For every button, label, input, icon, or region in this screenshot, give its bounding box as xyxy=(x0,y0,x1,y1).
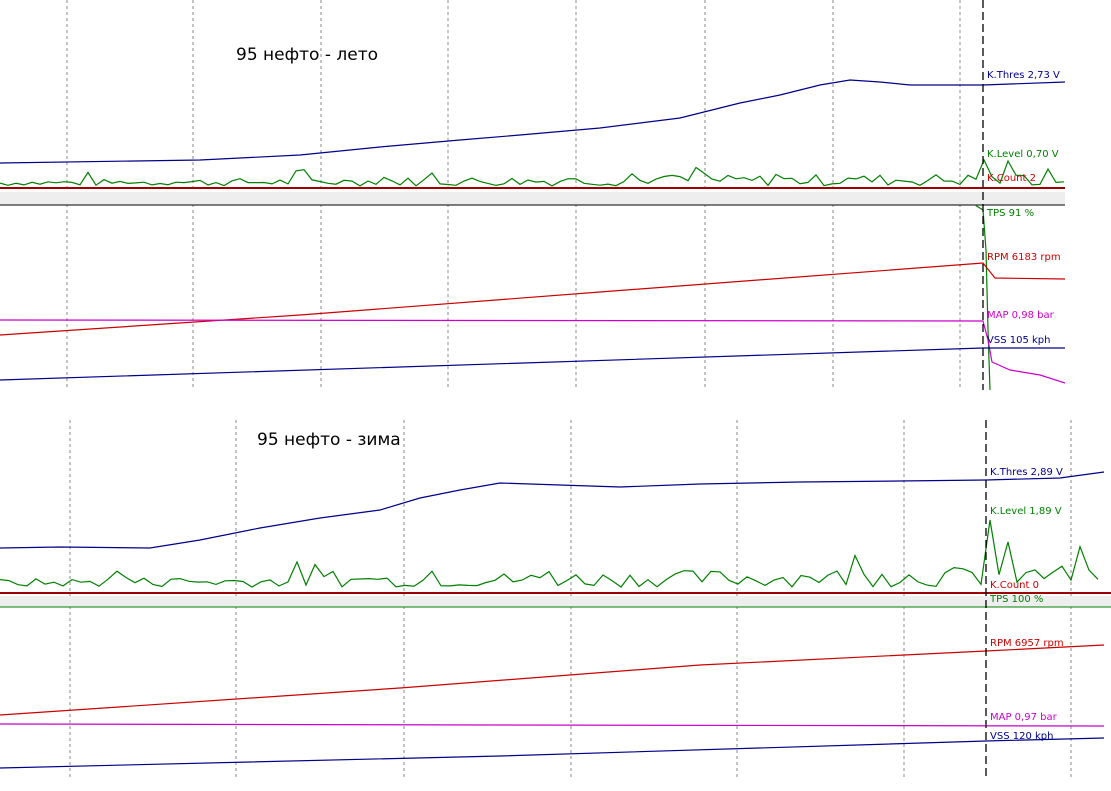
channel-label: VSS 105 kph xyxy=(987,335,1050,346)
channel-label: VSS 120 kph xyxy=(990,731,1053,742)
channel-label: RPM 6183 rpm xyxy=(987,252,1061,263)
panel-title: 95 нефто - зима xyxy=(257,430,401,450)
channel-label: MAP 0,97 bar xyxy=(990,712,1058,723)
channel-label: K.Level 1,89 V xyxy=(990,506,1062,517)
channel-label: K.Thres 2,73 V xyxy=(987,70,1060,81)
map-trace xyxy=(0,723,1105,727)
k-thres-trace xyxy=(0,79,1066,164)
channel-label: K.Level 0,70 V xyxy=(987,149,1059,160)
rpm-trace xyxy=(0,644,1105,716)
channel-label: TPS 100 % xyxy=(989,594,1043,605)
tps-band xyxy=(0,596,1111,607)
tps-trace xyxy=(974,204,991,391)
k-level-trace xyxy=(0,158,1065,187)
k-level-trace xyxy=(0,519,1099,588)
channel-label: MAP 0,98 bar xyxy=(987,310,1055,321)
k-thres-trace xyxy=(0,471,1105,549)
vss-trace xyxy=(0,347,1065,381)
grid xyxy=(66,0,1072,780)
channel-label: K.Count 0 xyxy=(990,580,1039,591)
tps-band xyxy=(0,192,1065,205)
channel-label: TPS 91 % xyxy=(986,208,1034,219)
channel-label: K.Count 2 xyxy=(987,173,1036,184)
channel-labels: K.Thres 2,73 V K.Level 0,70 V K.Count 2 TPS… xyxy=(986,70,1064,742)
panel-title: 95 нефто - лето xyxy=(236,45,378,65)
channel-label: K.Thres 2,89 V xyxy=(990,467,1063,478)
channel-label: RPM 6957 rpm xyxy=(990,638,1064,649)
rpm-trace xyxy=(0,262,1066,336)
map-trace xyxy=(0,319,1066,384)
vss-trace xyxy=(0,737,1105,769)
